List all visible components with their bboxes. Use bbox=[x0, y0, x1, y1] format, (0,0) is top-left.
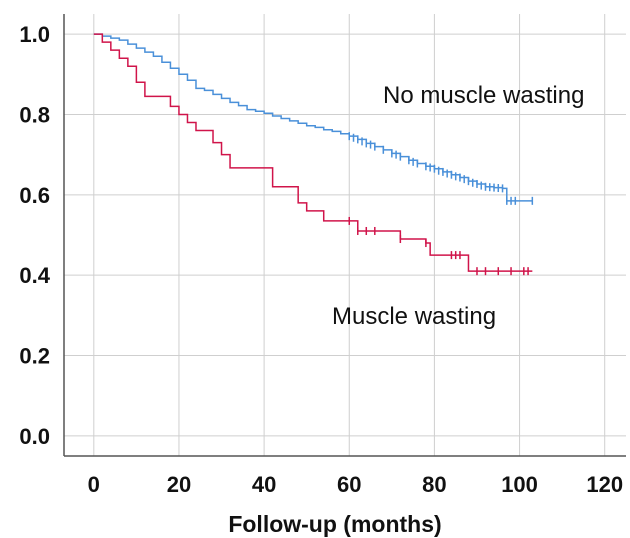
x-tick-label: 60 bbox=[337, 472, 361, 497]
x-axis-title: Follow-up (months) bbox=[228, 511, 441, 537]
series-no-muscle-wasting bbox=[93, 33, 534, 205]
y-tick-label: 0.0 bbox=[19, 424, 50, 449]
x-tick-label: 120 bbox=[586, 472, 623, 497]
label-layer: No muscle wasting Muscle wasting Follow-… bbox=[228, 82, 584, 537]
y-tick-label: 0.2 bbox=[19, 344, 50, 369]
x-tick-label: 40 bbox=[252, 472, 276, 497]
x-tick-label: 100 bbox=[501, 472, 538, 497]
y-tick-label: 0.6 bbox=[19, 183, 50, 208]
y-tick-label: 0.8 bbox=[19, 102, 50, 127]
y-tick-label: 1.0 bbox=[19, 22, 50, 47]
x-tick-label: 0 bbox=[88, 472, 100, 497]
axis-layer: 0 20 40 60 80 100 120 0.0 0.2 0.4 0.6 0.8 1.0 bbox=[19, 14, 626, 497]
x-tick-label: 20 bbox=[167, 472, 191, 497]
curve-muscle-wasting bbox=[93, 33, 533, 272]
x-tick-label: 80 bbox=[422, 472, 446, 497]
series-label-no-muscle-wasting: No muscle wasting bbox=[383, 82, 584, 109]
grid-layer bbox=[64, 14, 626, 456]
curve-no-muscle-wasting bbox=[93, 33, 533, 202]
series-label-muscle-wasting: Muscle wasting bbox=[332, 303, 496, 330]
y-tick-label: 0.4 bbox=[19, 263, 50, 288]
series-layer bbox=[93, 33, 534, 276]
series-muscle-wasting bbox=[93, 33, 533, 276]
